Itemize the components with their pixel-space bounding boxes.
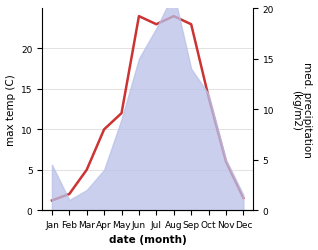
Y-axis label: max temp (C): max temp (C)	[5, 74, 16, 146]
Y-axis label: med. precipitation
(kg/m2): med. precipitation (kg/m2)	[291, 62, 313, 158]
X-axis label: date (month): date (month)	[109, 234, 187, 244]
